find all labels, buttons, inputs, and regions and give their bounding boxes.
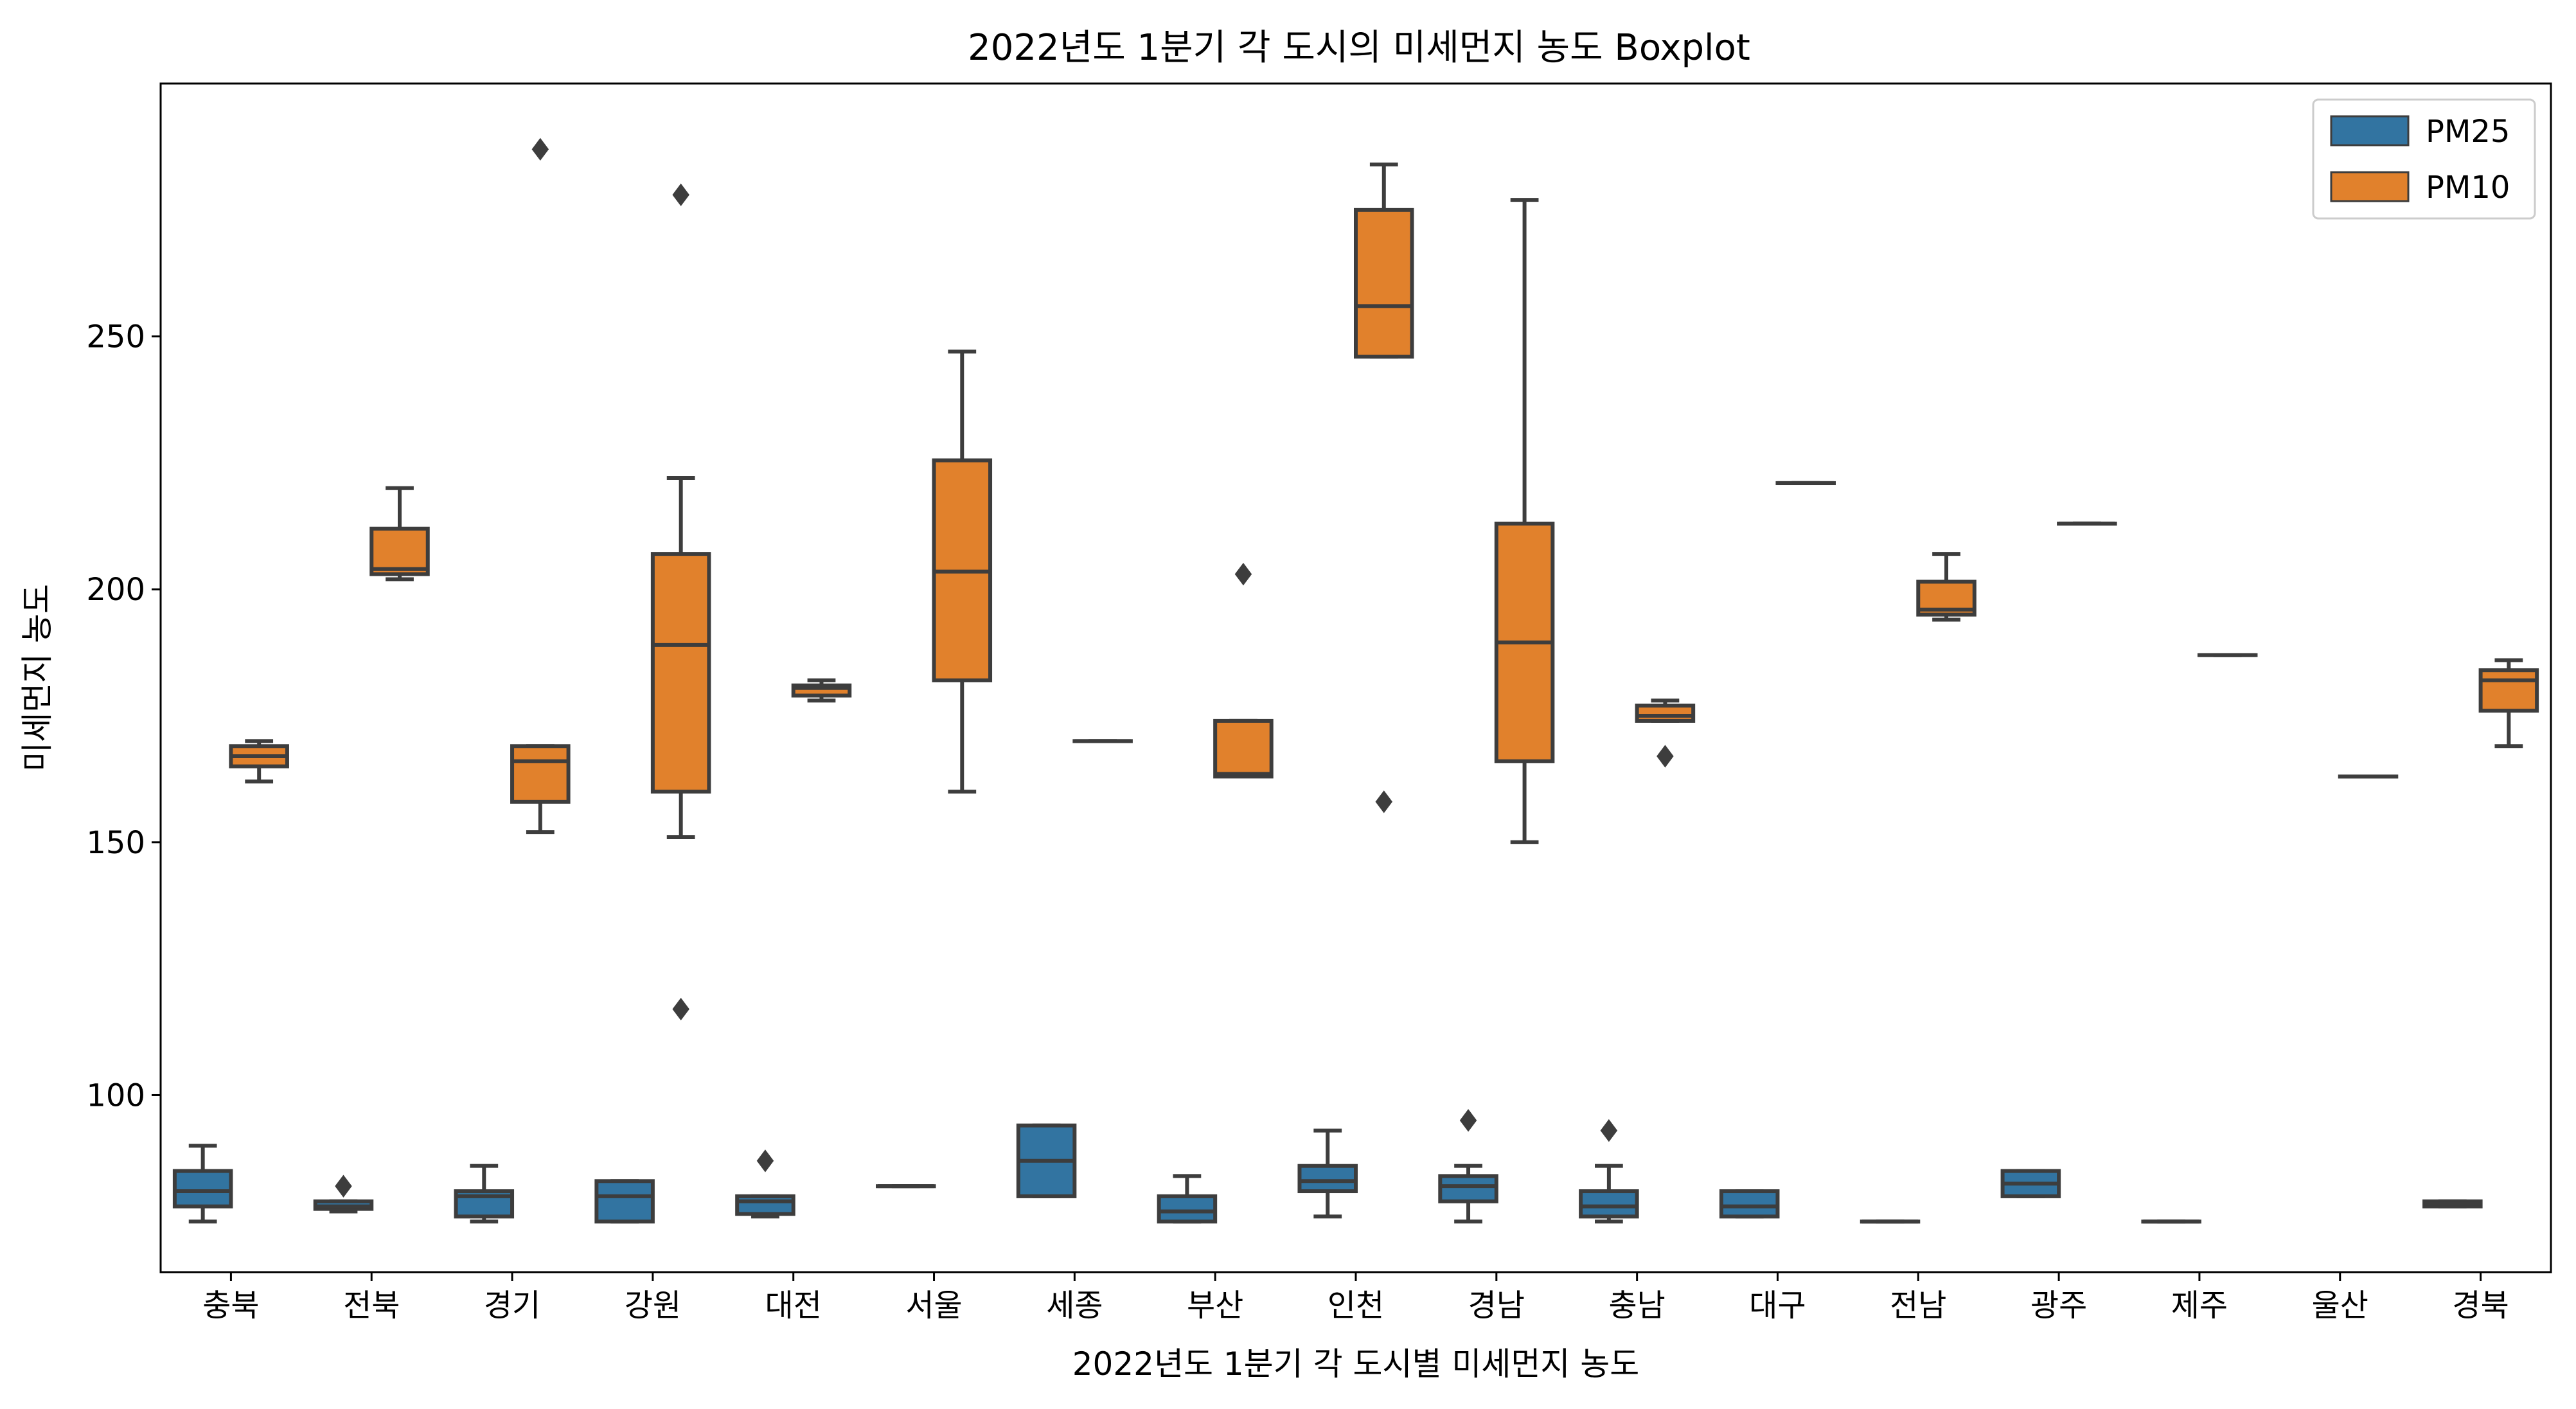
box-pm10 [1916,552,1976,622]
x-tick-label: 대전 [765,1288,822,1324]
box-pm10 [2478,658,2539,749]
legend: PM25 PM10 [2312,98,2536,220]
chart-title: 2022년도 1분기 각 도시의 미세먼지 농도 Boxplot [968,27,1750,69]
outlier-point [672,183,689,206]
box-pm10 [650,183,711,1021]
x-tick-label: 대구 [1749,1288,1806,1324]
plot-area [172,137,2539,1224]
box-body [735,1194,795,1216]
y-tick-label: 200 [86,572,145,608]
box-pm25 [1579,1119,1639,1224]
outlier-point [531,137,549,161]
x-tick-label: 전북 [343,1288,400,1324]
box-pm10 [791,678,852,703]
box-body [1213,718,1274,779]
x-axis: 충북 전북 경기 강원 대전 서울 세종 부산 인천 경남 충남 대구 전남 광주 제주 울산 경북 [202,1272,2509,1324]
legend-swatch-pm10 [2330,171,2410,202]
outlier-point [335,1174,352,1198]
outlier-point [1375,790,1393,813]
x-tick-label: 서울 [905,1288,962,1324]
box-body [1438,1174,1498,1203]
y-tick-label: 100 [86,1077,145,1113]
box-pm10 [369,486,430,581]
box-pm25 [1016,1123,1077,1198]
outlier-point [1600,1119,1618,1142]
x-tick-label: 충북 [202,1288,259,1324]
box-body [1354,208,1414,359]
box-body [172,1169,233,1209]
box-body [1719,1189,1780,1219]
outlier-point [1459,1109,1477,1132]
box-pm25 [2422,1199,2483,1209]
box-pm10 [1354,162,1414,813]
box-pm10 [1213,562,1274,779]
legend-swatch-pm25 [2330,115,2410,146]
legend-label-pm25: PM25 [2426,114,2510,150]
box-pm25 [454,1164,515,1224]
box-pm25 [172,1144,233,1224]
box-pm25 [594,1179,655,1224]
outlier-point [672,997,689,1021]
y-tick-label: 250 [86,319,145,355]
x-tick-label: 세종 [1046,1288,1103,1324]
box-body [2478,668,2539,713]
x-tick-label: 경북 [2452,1288,2509,1324]
box-body [1635,704,1696,723]
box-pm10 [932,350,993,794]
x-tick-label: 경기 [484,1288,540,1324]
x-tick-label: 제주 [2171,1288,2228,1324]
x-tick-label: 전남 [1890,1288,1946,1324]
outlier-point [756,1149,774,1173]
box-pm25 [1719,1189,1780,1219]
x-axis-label: 2022년도 1분기 각 도시별 미세먼지 농도 [1072,1345,1640,1383]
box-body [1297,1164,1358,1194]
x-tick-label: 울산 [2312,1288,2368,1324]
box-body [1579,1189,1639,1219]
y-axis: 100 150 200 250 [86,319,161,1113]
box-pm10 [510,137,571,835]
box-pm25 [1297,1128,1358,1219]
x-tick-label: 강원 [625,1288,681,1324]
x-tick-label: 부산 [1187,1288,1243,1324]
x-tick-label: 충남 [1608,1288,1665,1324]
box-body [510,744,571,804]
box-pm10 [1494,198,1555,844]
box-pm25 [2000,1169,2061,1198]
box-body [369,526,430,576]
box-pm10 [229,739,289,784]
box-body [650,552,711,794]
x-tick-label: 광주 [2030,1288,2087,1324]
box-pm25 [1157,1174,1218,1224]
x-tick-label: 인천 [1328,1288,1384,1324]
box-body [1157,1194,1218,1224]
box-body [594,1179,655,1224]
box-pm25 [313,1174,374,1214]
x-tick-label: 경남 [1468,1288,1525,1324]
outlier-point [1657,745,1674,768]
box-pm25 [735,1149,795,1219]
y-tick-label: 150 [86,825,145,861]
outlier-point [1234,562,1252,586]
y-axis-label: 미세먼지 농도 [19,584,56,772]
box-pm10 [1635,698,1696,768]
box-pm25 [1438,1109,1498,1224]
legend-label-pm10: PM10 [2426,170,2510,206]
